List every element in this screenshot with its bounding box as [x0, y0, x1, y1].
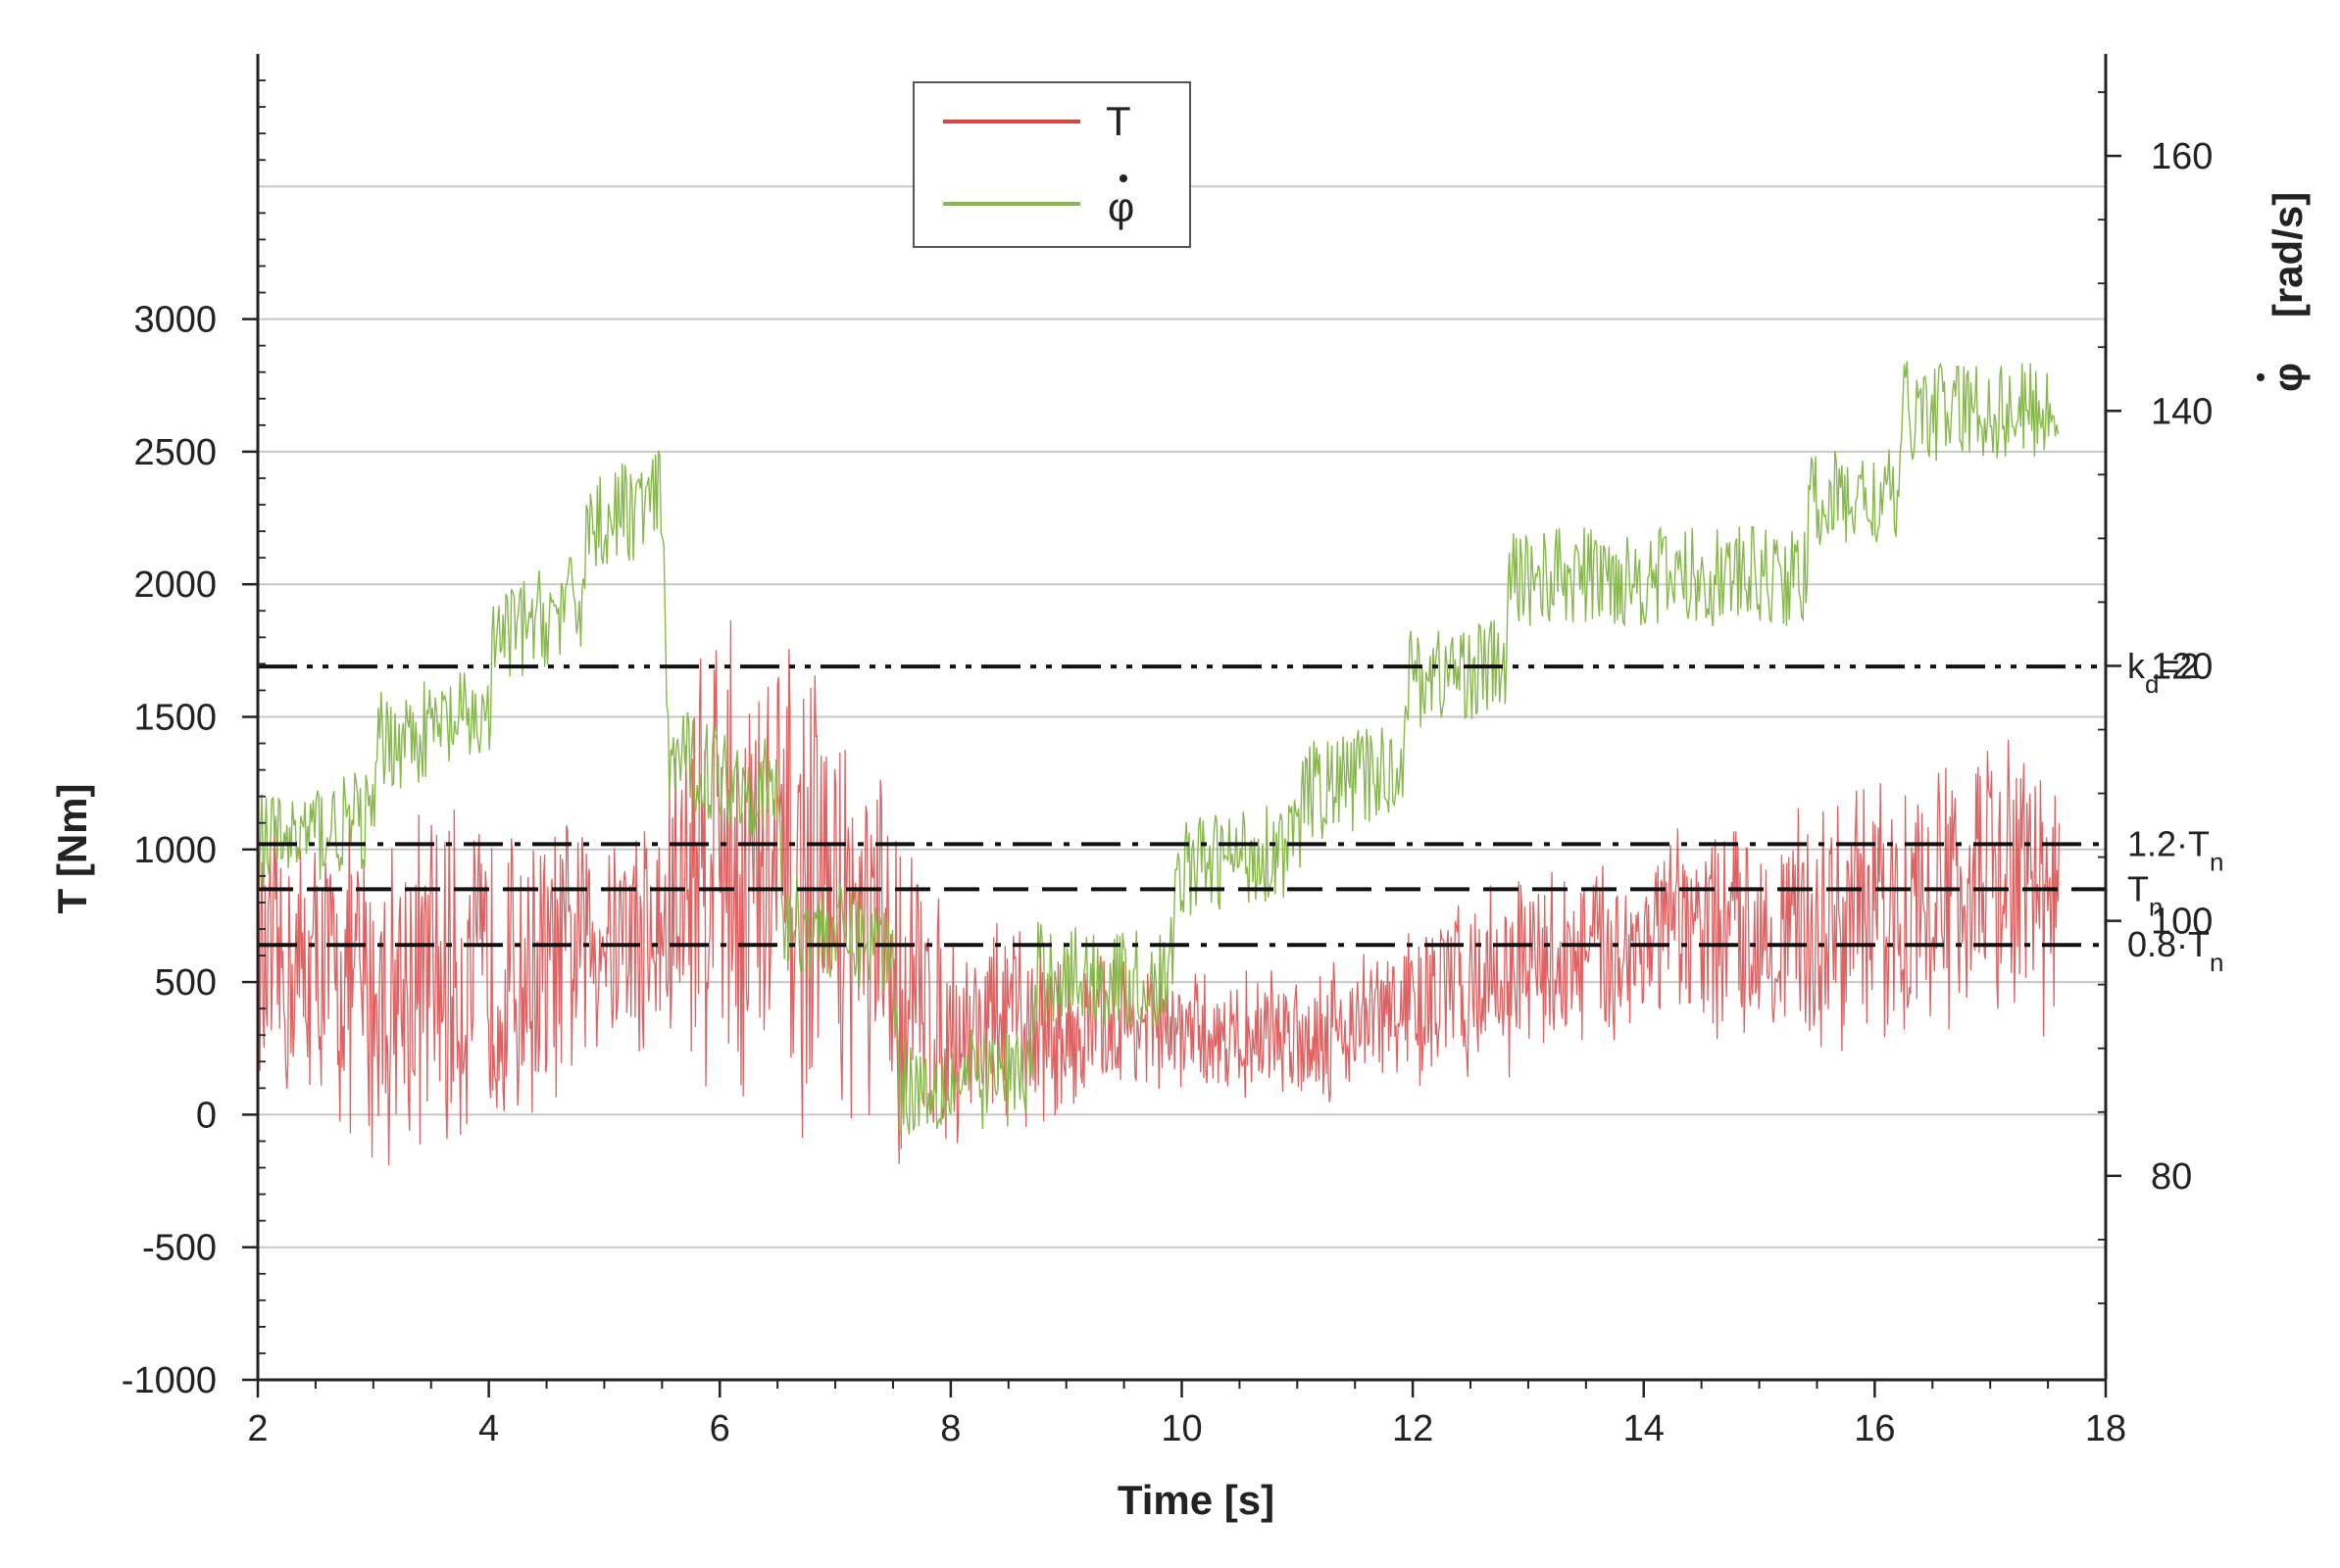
- y2-tick-label: 80: [2151, 1156, 2192, 1198]
- x-tick-label: 14: [1623, 1408, 1665, 1449]
- y2-tick-label: 100: [2151, 902, 2213, 943]
- x-tick-label: 18: [2085, 1408, 2126, 1449]
- series-layer: [257, 361, 2061, 1166]
- y-tick-label: 1500: [133, 698, 217, 739]
- y2-axis-symbol-dot: [2257, 373, 2265, 381]
- x-tick-label: 2: [247, 1408, 268, 1449]
- y-tick-label: 1000: [133, 830, 217, 871]
- series-phi-line: [257, 361, 2060, 1136]
- x-tick-label: 8: [940, 1408, 961, 1449]
- y2-axis-symbol: φ: [2265, 363, 2311, 392]
- legend-label-phi: φ: [1108, 184, 1134, 230]
- x-tick-label: 16: [1854, 1408, 1895, 1449]
- series-t-line: [257, 620, 2061, 1166]
- x-tick-label: 10: [1161, 1408, 1202, 1449]
- y2-tick-label: 160: [2151, 136, 2213, 177]
- y-tick-label: 500: [155, 962, 217, 1004]
- axes: [242, 54, 2121, 1397]
- y-axis-title: T [Nm]: [49, 784, 95, 914]
- x-axis-title: Time [s]: [1118, 1477, 1274, 1523]
- y-tick-label: 2000: [133, 564, 217, 606]
- legend-phi-dot: [1120, 174, 1127, 182]
- ref-label-0.8Tn: 0.8·Tn: [2127, 924, 2224, 977]
- y2-axis-title: φ [rad/s]: [2257, 192, 2311, 392]
- y2-axis-unit: [rad/s]: [2265, 192, 2311, 318]
- ref-label-kd: kd=2: [2127, 646, 2200, 699]
- y-tick-label: 0: [196, 1095, 217, 1136]
- legend-label-t: T: [1106, 98, 1131, 144]
- legend: T φ: [913, 81, 1191, 248]
- y2-tick-label: 120: [2151, 646, 2213, 687]
- x-tick-label: 4: [478, 1408, 499, 1449]
- y2-tick-label: 140: [2151, 391, 2213, 432]
- ref-label-1.2Tn: 1.2·Tn: [2127, 823, 2224, 876]
- tick-labels: 2 4 6 8 10 12 14 16 18 -1000 -500 0 500 1000 1500 2000 2…: [122, 136, 2214, 1449]
- y-tick-label: -500: [142, 1228, 217, 1269]
- ref-label-Tn: Tn: [2127, 868, 2163, 921]
- y-tick-label: 3000: [133, 300, 217, 341]
- x-tick-label: 12: [1392, 1408, 1433, 1449]
- legend-box: [913, 81, 1191, 248]
- y-tick-label: 2500: [133, 432, 217, 473]
- x-tick-label: 6: [710, 1408, 730, 1449]
- y-tick-label: -1000: [122, 1360, 217, 1401]
